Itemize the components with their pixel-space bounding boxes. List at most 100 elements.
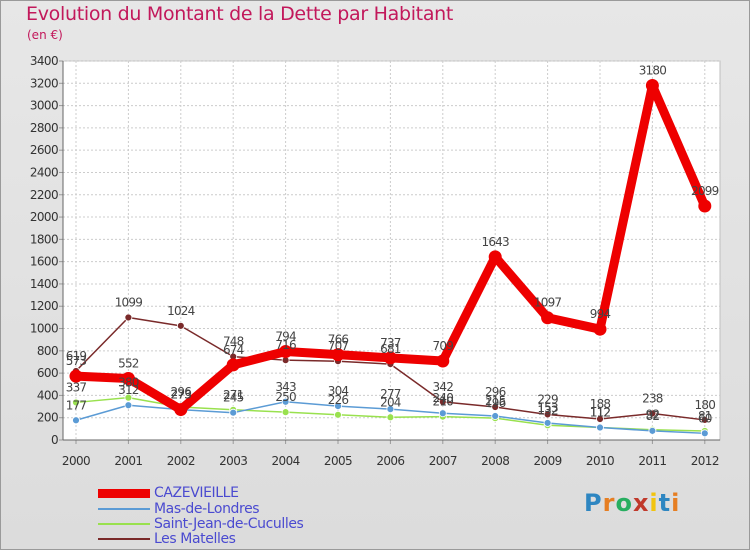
x-tick-label: 2010: [586, 454, 614, 468]
x-tick-label: 2005: [324, 454, 352, 468]
data-label: 180: [695, 398, 716, 412]
data-label: 226: [328, 393, 349, 407]
data-label: 794: [275, 329, 296, 343]
x-tick-label: 2008: [481, 454, 509, 468]
data-point: [229, 408, 238, 417]
data-label: 229: [537, 392, 558, 406]
data-point: [331, 348, 345, 362]
data-point: [72, 416, 80, 425]
data-point: [543, 410, 552, 419]
x-tick-label: 2004: [272, 454, 300, 468]
chart-unit: (en €): [27, 28, 63, 42]
data-point: [645, 79, 659, 93]
data-label: 343: [275, 380, 296, 394]
y-tick-label: 800: [37, 344, 58, 358]
data-point: [436, 354, 450, 368]
y-tick-label: 1800: [30, 232, 58, 246]
data-point: [648, 426, 657, 435]
data-label: 312: [118, 383, 139, 397]
data-label: 177: [66, 398, 87, 412]
data-label: 737: [380, 336, 401, 350]
data-point: [124, 393, 133, 402]
data-point: [281, 408, 290, 417]
legend-label: CAZEVIEILLE: [154, 485, 239, 501]
data-label: 681: [380, 342, 401, 356]
y-tick-label: 400: [37, 388, 58, 402]
chart-title: Evolution du Montant de la Dette par Hab…: [26, 3, 454, 25]
x-tick-label: 2012: [691, 454, 719, 468]
data-label: 273: [171, 388, 192, 402]
x-tick-label: 2003: [219, 454, 247, 468]
data-label: 748: [223, 335, 244, 349]
y-tick-label: 3000: [30, 99, 58, 113]
data-point: [698, 199, 712, 213]
data-point: [176, 321, 185, 330]
data-point: [700, 429, 709, 438]
data-label: 709: [433, 339, 454, 353]
y-tick-label: 3400: [30, 54, 58, 68]
data-label: 250: [275, 390, 296, 404]
data-label: 552: [118, 356, 139, 370]
data-label: 994: [590, 307, 611, 321]
y-tick-label: 2400: [30, 165, 58, 179]
data-label: 380: [118, 376, 139, 390]
data-label: 112: [590, 406, 611, 420]
x-tick-label: 2006: [376, 454, 404, 468]
data-point: [438, 397, 447, 406]
legend-item-saint-jean-de-cuculles: Saint-Jean-de-Cuculles: [98, 516, 304, 532]
data-label: 337: [66, 380, 87, 394]
data-point: [648, 409, 657, 418]
x-tick-label: 2011: [638, 454, 666, 468]
data-label: 2099: [691, 184, 719, 198]
data-label: 210: [433, 395, 454, 409]
data-label: 132: [537, 403, 558, 417]
data-label: 245: [223, 391, 244, 405]
data-label: 573: [66, 354, 87, 368]
x-tick-label: 2007: [429, 454, 457, 468]
data-point: [438, 409, 447, 418]
data-label: 674: [223, 343, 244, 357]
y-tick-label: 600: [37, 366, 58, 380]
data-label: 304: [328, 384, 349, 398]
data-label: 296: [485, 385, 506, 399]
y-tick-label: 1200: [30, 299, 58, 313]
x-tick-label: 2002: [167, 454, 195, 468]
data-point: [174, 403, 188, 417]
data-point: [334, 402, 342, 411]
data-point: [700, 416, 709, 424]
y-tick-label: 2200: [30, 188, 58, 202]
y-tick-label: 0: [51, 433, 58, 447]
data-point: [383, 351, 397, 365]
y-tick-label: 1400: [30, 277, 58, 291]
data-point: [593, 322, 607, 336]
data-label: 1097: [534, 296, 562, 310]
y-tick-label: 3200: [30, 76, 58, 90]
legend-swatch: [98, 488, 150, 498]
y-tick-label: 200: [37, 411, 58, 425]
data-label: 196: [485, 396, 506, 410]
data-point: [491, 403, 500, 411]
x-tick-label: 2001: [114, 454, 142, 468]
data-point: [541, 311, 555, 325]
data-point: [72, 398, 80, 407]
data-point: [124, 313, 133, 322]
y-tick-label: 2000: [30, 210, 58, 224]
legend-swatch: [98, 538, 150, 540]
data-label: 296: [171, 385, 192, 399]
data-label: 238: [642, 391, 663, 405]
data-label: 707: [328, 339, 349, 353]
data-label: 1024: [167, 304, 195, 318]
legend-item-les-matelles: Les Matelles: [98, 531, 236, 547]
legend-label: Mas-de-Londres: [154, 501, 260, 517]
data-point: [488, 250, 502, 264]
data-point: [596, 423, 604, 432]
data-point: [334, 410, 342, 419]
data-label: 1099: [115, 295, 143, 309]
y-tick-label: 1600: [30, 255, 58, 269]
data-point: [121, 371, 135, 385]
y-tick-label: 1000: [30, 322, 58, 336]
data-label: 215: [485, 394, 506, 408]
data-label: 240: [433, 391, 454, 405]
data-point: [124, 401, 133, 410]
